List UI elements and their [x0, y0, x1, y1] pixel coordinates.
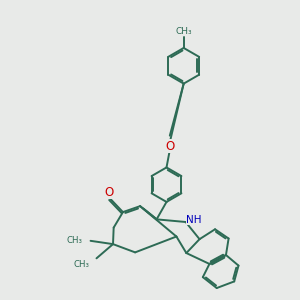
Text: CH₃: CH₃ — [66, 236, 82, 245]
Text: CH₃: CH₃ — [73, 260, 89, 269]
Text: O: O — [104, 186, 113, 199]
Text: CH₃: CH₃ — [176, 27, 192, 36]
Text: NH: NH — [186, 214, 202, 225]
Text: O: O — [165, 140, 174, 152]
